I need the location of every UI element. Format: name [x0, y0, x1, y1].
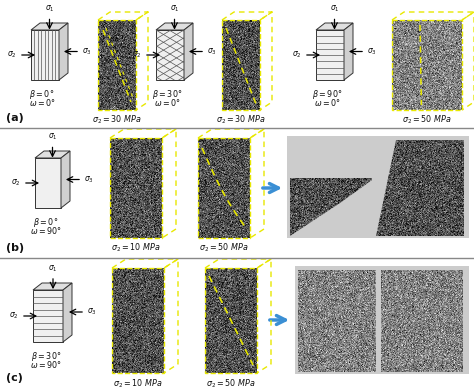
- Polygon shape: [33, 283, 72, 290]
- Text: (b): (b): [6, 243, 24, 253]
- Text: $\sigma_1$: $\sigma_1$: [48, 132, 57, 142]
- Polygon shape: [344, 23, 353, 80]
- Text: $\sigma_2 = 10$ MPa: $\sigma_2 = 10$ MPa: [113, 377, 163, 388]
- Text: $\sigma_1$: $\sigma_1$: [170, 4, 179, 14]
- Text: $\sigma_3$: $\sigma_3$: [207, 46, 217, 57]
- Text: $\sigma_2 = 50$ MPa: $\sigma_2 = 50$ MPa: [206, 377, 256, 388]
- Text: $\sigma_1$: $\sigma_1$: [48, 263, 58, 274]
- Text: $\sigma_2$: $\sigma_2$: [132, 50, 142, 60]
- Polygon shape: [33, 290, 63, 342]
- Text: $\sigma_3$: $\sigma_3$: [82, 46, 92, 57]
- Text: $\sigma_1$: $\sigma_1$: [329, 4, 339, 14]
- Polygon shape: [184, 23, 193, 80]
- Text: $\beta = 30°$: $\beta = 30°$: [152, 88, 182, 101]
- Text: $\sigma_1$: $\sigma_1$: [45, 4, 55, 14]
- Text: $\omega = 90°$: $\omega = 90°$: [30, 225, 62, 236]
- Bar: [287, 136, 469, 238]
- Polygon shape: [35, 151, 70, 158]
- Text: $\beta = 0°$: $\beta = 0°$: [33, 216, 59, 229]
- Text: $\omega = 0°$: $\omega = 0°$: [28, 97, 55, 108]
- Text: $\sigma_2$: $\sigma_2$: [7, 50, 17, 60]
- Text: (a): (a): [6, 113, 24, 123]
- Text: $\omega = 0°$: $\omega = 0°$: [314, 97, 340, 108]
- Text: $\beta = 90°$: $\beta = 90°$: [312, 88, 342, 101]
- Bar: [295, 266, 469, 374]
- Polygon shape: [35, 158, 61, 208]
- Polygon shape: [371, 140, 396, 236]
- Text: $\sigma_3$: $\sigma_3$: [87, 307, 97, 317]
- Polygon shape: [61, 151, 70, 208]
- Text: $\sigma_3$: $\sigma_3$: [84, 174, 94, 185]
- Text: $\sigma_2 = 50$ MPa: $\sigma_2 = 50$ MPa: [402, 114, 452, 126]
- Polygon shape: [156, 23, 193, 30]
- Polygon shape: [31, 23, 68, 30]
- Text: $\sigma_2$: $\sigma_2$: [9, 311, 19, 321]
- Polygon shape: [31, 30, 59, 80]
- Polygon shape: [316, 23, 353, 30]
- Text: $\sigma_2 = 50$ MPa: $\sigma_2 = 50$ MPa: [199, 242, 249, 255]
- Text: $\omega = 90°$: $\omega = 90°$: [30, 359, 62, 370]
- Text: $\sigma_2 = 30$ MPa: $\sigma_2 = 30$ MPa: [92, 114, 142, 126]
- Text: $\sigma_2 = 10$ MPa: $\sigma_2 = 10$ MPa: [111, 242, 161, 255]
- Text: $\beta = 30°$: $\beta = 30°$: [31, 350, 61, 363]
- Text: $\sigma_2$: $\sigma_2$: [292, 50, 302, 60]
- Polygon shape: [59, 23, 68, 80]
- Text: $\sigma_2$: $\sigma_2$: [11, 178, 21, 188]
- Text: $\sigma_3$: $\sigma_3$: [367, 46, 377, 57]
- Text: (c): (c): [6, 373, 23, 383]
- Polygon shape: [290, 180, 372, 236]
- Text: $\omega = 0°$: $\omega = 0°$: [154, 97, 181, 108]
- Polygon shape: [63, 283, 72, 342]
- Text: $\beta = 0°$: $\beta = 0°$: [29, 88, 55, 101]
- Text: $\sigma_2 = 30$ MPa: $\sigma_2 = 30$ MPa: [216, 114, 266, 126]
- Polygon shape: [156, 30, 184, 80]
- Polygon shape: [316, 30, 344, 80]
